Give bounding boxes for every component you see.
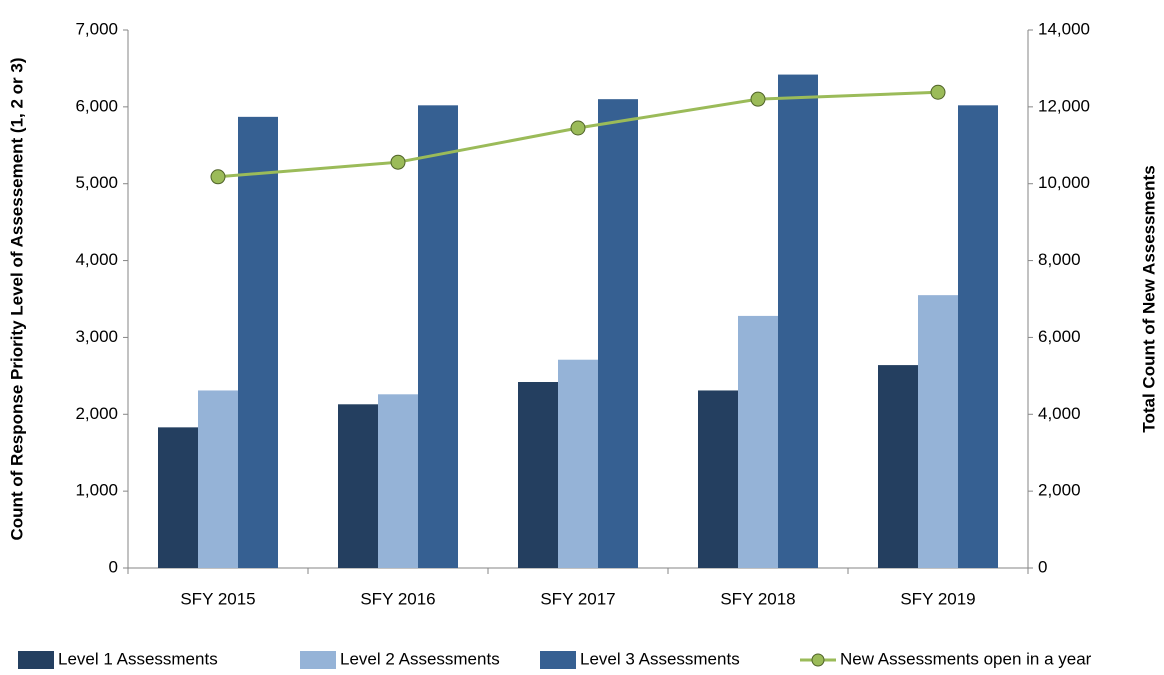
legend-label: Level 1 Assessments <box>58 649 218 668</box>
y-tick-label: 7,000 <box>75 19 118 38</box>
bar <box>738 315 778 568</box>
y2-tick-label: 8,000 <box>1038 250 1081 269</box>
legend-swatch <box>18 651 54 669</box>
legend-label: Level 2 Assessments <box>340 649 500 668</box>
y2-axis-title: Total Count of New Assessments <box>1139 165 1158 432</box>
bar <box>778 74 818 568</box>
y2-tick-label: 0 <box>1038 557 1047 576</box>
line-marker <box>390 154 406 170</box>
x-tick-label: SFY 2016 <box>360 589 435 608</box>
line-marker <box>930 84 946 100</box>
x-tick-label: SFY 2019 <box>900 589 975 608</box>
bar <box>558 359 598 568</box>
bar <box>378 394 418 568</box>
bar <box>958 105 998 568</box>
line-marker <box>210 169 226 185</box>
x-tick-label: SFY 2018 <box>720 589 795 608</box>
y-tick-label: 4,000 <box>75 250 118 269</box>
bar <box>878 365 918 568</box>
y-tick-label: 0 <box>109 557 118 576</box>
legend-label: New Assessments open in a year <box>840 649 1092 668</box>
bar <box>158 427 198 568</box>
y2-tick-label: 2,000 <box>1038 481 1081 500</box>
legend-label: Level 3 Assessments <box>580 649 740 668</box>
bar <box>518 382 558 568</box>
y-tick-label: 2,000 <box>75 404 118 423</box>
y2-tick-label: 4,000 <box>1038 404 1081 423</box>
bar <box>698 390 738 568</box>
y2-tick-label: 12,000 <box>1038 96 1090 115</box>
bar <box>418 105 458 568</box>
y-axis-title: Count of Response Priority Level of Asse… <box>7 57 26 540</box>
bar <box>198 390 238 568</box>
x-tick-label: SFY 2017 <box>540 589 615 608</box>
bar <box>598 99 638 569</box>
legend-swatch <box>540 651 576 669</box>
y-tick-label: 1,000 <box>75 481 118 500</box>
line-marker <box>570 120 586 136</box>
legend-swatch <box>300 651 336 669</box>
y2-tick-label: 14,000 <box>1038 19 1090 38</box>
x-tick-label: SFY 2015 <box>180 589 255 608</box>
y-tick-label: 5,000 <box>75 173 118 192</box>
legend-marker <box>811 653 825 667</box>
bar <box>338 404 378 568</box>
y-tick-label: 3,000 <box>75 327 118 346</box>
line-marker <box>750 91 766 107</box>
bar <box>238 116 278 568</box>
y-tick-label: 6,000 <box>75 96 118 115</box>
bar <box>918 295 958 568</box>
y2-tick-label: 6,000 <box>1038 327 1081 346</box>
y2-tick-label: 10,000 <box>1038 173 1090 192</box>
